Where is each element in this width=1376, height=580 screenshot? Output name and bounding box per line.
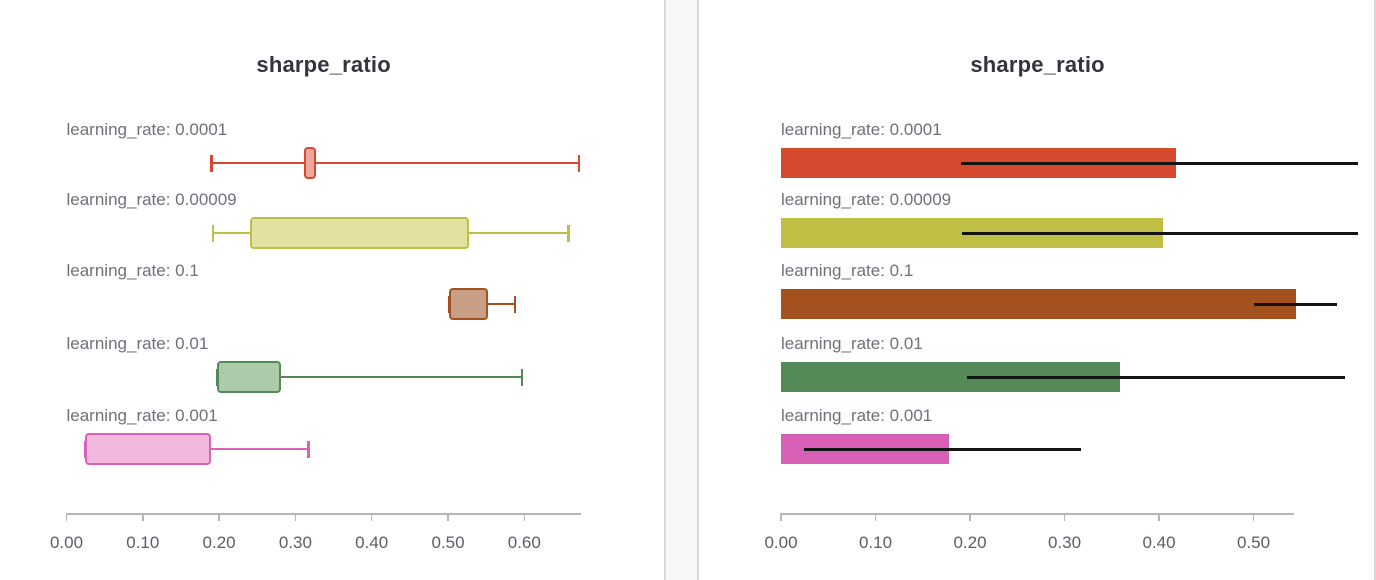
category-label: learning_rate: 0.01: [781, 334, 923, 353]
whisker-line: [211, 161, 580, 165]
x-axis-tick: [523, 513, 526, 521]
category-label: learning_rate: 0.0001: [781, 120, 942, 139]
error-bar: [803, 447, 1081, 451]
x-axis-tick: [874, 513, 877, 521]
category-label: learning_rate: 0.001: [781, 406, 933, 425]
box: [448, 288, 489, 320]
x-axis-tick-label: 0.40: [1142, 533, 1176, 552]
x-axis-tick: [447, 513, 449, 521]
category-label: learning_rate: 0.00009: [781, 190, 952, 209]
category-label: learning_rate: 0.1: [66, 261, 199, 280]
x-axis-tick-label: 0.50: [431, 533, 465, 552]
error-bar: [1254, 302, 1337, 306]
chart-title: sharpe_ratio: [970, 52, 1105, 77]
whisker-cap: [307, 440, 310, 458]
x-axis-tick-label: 0.00: [49, 533, 84, 552]
whisker-cap: [567, 224, 570, 242]
category-label: learning_rate: 0.1: [781, 261, 914, 280]
whisker-cap: [211, 224, 215, 242]
whisker-cap: [520, 368, 524, 386]
x-axis-tick: [969, 513, 971, 521]
whisker-cap: [513, 295, 517, 313]
whisker-cap: [577, 154, 581, 172]
bar-chart-panel[interactable]: sharpe_ratio learning_rate: 0.0001 learni…: [697, 0, 1376, 580]
x-axis-tick-label: 0.50: [1236, 533, 1271, 552]
panel-divider: [666, 0, 697, 580]
box: [249, 217, 469, 249]
x-axis-tick-label: 0.60: [507, 533, 541, 552]
error-bar: [962, 231, 1358, 235]
x-axis-tick: [1252, 513, 1255, 521]
x-axis-tick: [294, 513, 297, 521]
bar-chart-area: learning_rate: 0.0001 learning_rate: 0.00…: [699, 0, 1374, 580]
chart-title: sharpe_ratio: [256, 52, 391, 77]
x-axis-tick: [780, 513, 782, 521]
x-axis-tick-label: 0.10: [126, 533, 160, 552]
x-axis-tick-label: 0.30: [1047, 533, 1082, 552]
x-axis-line: [66, 513, 581, 515]
error-bar: [960, 161, 1358, 165]
category-label: learning_rate: 0.01: [66, 334, 209, 353]
x-axis-tick: [1158, 513, 1160, 521]
category-label: learning_rate: 0.0001: [66, 120, 228, 139]
x-axis-tick: [1063, 513, 1066, 521]
whisker-cap: [210, 154, 213, 172]
x-axis-tick: [370, 513, 373, 521]
x-axis-tick-label: 0.20: [953, 533, 987, 552]
box-plot-panel[interactable]: sharpe_ratio learning_rate: 0.0001 learni…: [0, 0, 666, 580]
box: [84, 433, 212, 465]
x-axis-tick-label: 0.00: [764, 533, 798, 552]
x-axis-tick-label: 0.10: [858, 533, 893, 552]
category-label: learning_rate: 0.001: [66, 406, 218, 425]
x-axis-tick: [65, 513, 68, 521]
x-axis-line: [781, 513, 1295, 515]
x-axis-tick-label: 0.20: [202, 533, 236, 552]
error-bar: [967, 375, 1346, 379]
bar: [781, 289, 1297, 319]
box-plot-area: learning_rate: 0.0001 learning_rate: 0.00…: [0, 0, 664, 580]
x-axis-tick: [142, 513, 144, 521]
box: [303, 147, 316, 179]
x-axis-tick: [218, 513, 220, 521]
whisker-line: [216, 375, 522, 379]
x-axis-tick-label: 0.30: [278, 533, 312, 552]
category-label: learning_rate: 0.00009: [66, 190, 237, 209]
box: [216, 361, 281, 393]
x-axis-tick-label: 0.40: [355, 533, 389, 552]
